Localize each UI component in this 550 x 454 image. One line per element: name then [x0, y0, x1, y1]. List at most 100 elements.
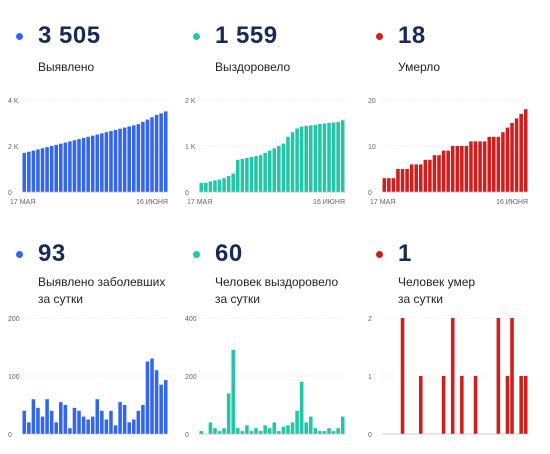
stat-panel: 93 Выявлено заболевших за сутки 0 100 200 [8, 240, 178, 454]
bar [286, 425, 290, 434]
bar [290, 422, 295, 434]
bar [382, 178, 387, 192]
bar [63, 405, 68, 434]
bar [446, 150, 450, 192]
y-tick-label: 20 [368, 98, 376, 105]
bar [313, 124, 318, 192]
bar [258, 155, 263, 192]
stat-panel: 3 505 Выявлено 0 2 K 4 K 17 МАЯ 16 ИЮНЯ [8, 22, 178, 236]
bar-chart: 0 1 2 [368, 316, 528, 439]
bar [327, 123, 331, 192]
y-tick-label: 400 [185, 316, 197, 323]
bar [299, 381, 304, 434]
bar-chart: 0 200 400 [185, 316, 345, 439]
bar [59, 402, 63, 434]
bar [118, 402, 122, 434]
stat-headline: 1 [368, 240, 538, 270]
bar [309, 416, 313, 434]
bar [90, 135, 95, 192]
stat-label: Человек выздоровело за сутки [215, 275, 339, 306]
bar-chart: 0 100 200 [8, 316, 168, 439]
bar [222, 428, 226, 434]
bar [400, 318, 405, 434]
bar [213, 428, 217, 434]
bar [150, 358, 154, 434]
bar [258, 431, 263, 434]
bar [309, 125, 313, 192]
bar [132, 419, 136, 434]
legend-dot-icon [376, 251, 383, 258]
bar [54, 144, 58, 192]
bar [159, 384, 163, 434]
bar [222, 178, 226, 192]
legend-dot-icon [193, 251, 200, 258]
bar [113, 129, 118, 192]
bar [27, 151, 31, 192]
bar [109, 410, 113, 434]
bar [464, 146, 469, 192]
bar [199, 182, 204, 192]
bar [36, 149, 40, 192]
stat-label: Выявлено заболевших за сутки [38, 275, 166, 306]
bar [22, 410, 27, 434]
x-tick-label-start: 17 МАЯ [10, 199, 35, 206]
stat-panel: 60 Человек выздоровело за сутки 0 200 400 [185, 240, 355, 454]
bar [45, 147, 49, 192]
bar [290, 132, 295, 192]
y-tick-label: 2 K [185, 98, 196, 105]
bar [226, 175, 231, 192]
bar [100, 410, 104, 434]
bar [217, 179, 222, 192]
bar [104, 132, 109, 192]
y-tick-label: 0 [368, 432, 372, 439]
y-tick-label: 200 [185, 374, 197, 381]
stat-value: 18 [398, 22, 426, 49]
bar [322, 431, 327, 434]
bar [68, 141, 72, 192]
bar [245, 425, 249, 434]
bar [514, 118, 519, 192]
bar [154, 370, 159, 434]
bar [95, 134, 100, 192]
bar [141, 405, 145, 434]
bar [49, 146, 54, 192]
bar [240, 158, 245, 192]
bar [240, 431, 245, 434]
bar [159, 113, 163, 192]
stat-label: Выявлено [38, 60, 95, 74]
bar [208, 181, 213, 192]
x-tick-label-start: 17 МАЯ [187, 199, 212, 206]
bar [295, 128, 299, 192]
bar [281, 426, 286, 434]
y-tick-label: 10 [368, 144, 376, 151]
y-tick-label: 0 [8, 432, 12, 439]
bar [163, 380, 168, 434]
bar [150, 117, 154, 192]
bar [122, 405, 127, 434]
bar [54, 422, 58, 434]
bar [95, 399, 100, 434]
bar [22, 152, 27, 192]
x-tick-label-end: 16 ИЮНЯ [496, 199, 528, 206]
bar [59, 143, 63, 192]
bar [127, 422, 131, 434]
y-tick-label: 1 K [185, 144, 196, 151]
bar [263, 425, 267, 434]
y-tick-label: 0 [368, 190, 372, 197]
legend-dot-icon [16, 33, 23, 40]
bar [63, 142, 68, 192]
y-tick-label: 0 [185, 190, 189, 197]
bar [81, 416, 86, 434]
bar [245, 157, 249, 192]
stat-label: Человек умер за сутки [398, 275, 476, 306]
bar [450, 146, 455, 192]
bar [496, 136, 501, 192]
bar [391, 178, 396, 192]
bar [236, 428, 240, 434]
bar [423, 159, 428, 192]
bar [304, 422, 308, 434]
x-tick-label-start: 17 МАЯ [370, 199, 395, 206]
bar [492, 136, 496, 192]
bar [523, 109, 528, 192]
bar [109, 131, 113, 192]
